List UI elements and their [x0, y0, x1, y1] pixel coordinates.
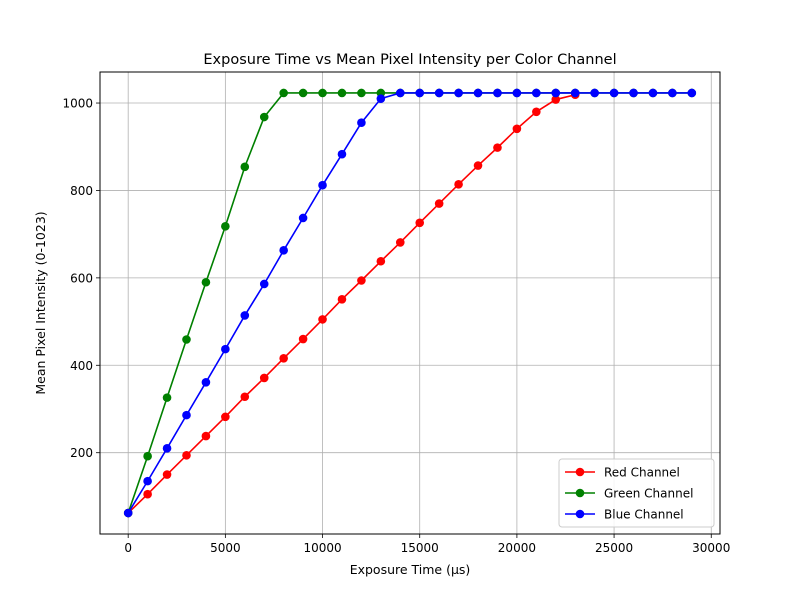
red-channel-point	[357, 276, 366, 285]
blue-channel-point	[318, 180, 327, 190]
blue-channel-point	[512, 88, 522, 98]
red-channel-point	[376, 256, 386, 266]
blue-channel-point	[123, 508, 133, 518]
red-channel-point	[143, 489, 152, 499]
blue-channel-point	[590, 88, 599, 98]
green-channel-point	[221, 221, 230, 231]
y-tick-label: 200	[70, 446, 93, 460]
blue-channel-point	[143, 476, 152, 486]
green-channel-point	[143, 451, 152, 461]
chart-title: Exposure Time vs Mean Pixel Intensity pe…	[203, 52, 616, 68]
blue-channel-point	[376, 94, 386, 103]
blue-channel-point	[337, 149, 347, 159]
x-axis-label: Exposure Time (µs)	[350, 562, 471, 577]
blue-channel-point	[609, 88, 619, 98]
plot-frame	[99, 71, 721, 535]
x-tick-label: 0	[124, 541, 132, 555]
blue-channel-point	[532, 88, 541, 98]
red-channel-point	[473, 161, 483, 170]
green-channel-point	[279, 88, 288, 98]
y-tick-label: 400	[70, 359, 93, 373]
green-channel-point	[259, 112, 269, 122]
y-axis-label: Mean Pixel Intensity (0-1023)	[33, 211, 48, 394]
grid-lines	[100, 72, 720, 534]
legend: Red Channel Green Channel Blue Channel	[558, 458, 715, 528]
red-channel-point	[337, 294, 347, 304]
blue-channel-point	[493, 88, 502, 98]
legend-label: Blue Channel	[604, 508, 684, 522]
red-channel-point	[395, 238, 405, 247]
blue-channel-point	[162, 444, 172, 453]
red-channel-point	[221, 412, 230, 422]
blue-channel-point	[298, 213, 308, 223]
blue-channel-point	[434, 88, 444, 98]
red-channel-point	[454, 180, 463, 189]
y-tick-label: 1000	[62, 97, 93, 111]
y-tick-label: 800	[70, 184, 93, 198]
red-channel-point	[240, 392, 250, 402]
legend-label: Green Channel	[604, 487, 693, 501]
green-channel-point	[240, 162, 250, 172]
x-tick-label: 20000	[498, 541, 536, 555]
blue-channel-point	[182, 410, 191, 420]
red-channel-point	[279, 353, 288, 363]
blue-channel-point	[570, 88, 580, 98]
green-channel-point	[357, 88, 366, 98]
legend-marker	[575, 509, 585, 519]
green-channel-point	[318, 88, 327, 98]
blue-channel-point	[648, 88, 658, 98]
green-channel-point	[162, 393, 172, 402]
x-tick-label: 25000	[595, 541, 633, 555]
blue-channel-point	[395, 88, 405, 98]
red-channel-point	[493, 143, 502, 152]
y-tick-label: 600	[70, 271, 93, 285]
y-axis: 200 400 600 800 1000	[62, 97, 100, 460]
blue-channel-point	[551, 88, 561, 98]
legend-box	[558, 458, 715, 528]
red-channel-point	[201, 431, 211, 441]
blue-channel-point	[201, 378, 211, 387]
blue-channel-point	[687, 88, 697, 98]
plot-series	[123, 88, 697, 518]
red-channel-line	[127, 93, 576, 514]
red-channel-point	[532, 107, 541, 117]
x-tick-label: 15000	[401, 541, 439, 555]
x-tick-label: 30000	[692, 541, 730, 555]
x-tick-label: 5000	[210, 541, 241, 555]
legend-entry-red-channel: Red Channel	[565, 466, 680, 480]
blue-channel-point	[240, 311, 250, 320]
x-axis: 0 5000 10000 15000 20000 25000 30000	[124, 534, 730, 555]
blue-channel-point	[415, 88, 425, 98]
blue-channel-point	[629, 88, 638, 98]
red-channel-point	[162, 470, 172, 479]
green-channel-point	[182, 335, 191, 344]
red-channel-point	[415, 218, 425, 228]
legend-entry-blue-channel: Blue Channel	[565, 508, 684, 522]
red-channel-point	[434, 199, 444, 208]
red-channel-point	[182, 451, 191, 460]
green-channel-point	[298, 88, 308, 98]
red-channel-point	[259, 373, 269, 383]
blue-channel-point	[454, 88, 463, 98]
red-channel-point	[551, 95, 561, 104]
x-tick-label: 10000	[303, 541, 341, 555]
blue-channel-point	[357, 118, 366, 128]
green-channel-point	[337, 88, 347, 98]
legend-entry-green-channel: Green Channel	[565, 487, 693, 501]
red-channel-point	[298, 334, 308, 344]
legend-label: Red Channel	[604, 466, 680, 480]
blue-channel-point	[259, 279, 269, 289]
red-channel-point	[318, 315, 327, 324]
legend-marker	[575, 467, 585, 477]
blue-channel-series	[123, 88, 697, 518]
legend-marker	[575, 488, 585, 498]
blue-channel-point	[221, 344, 230, 354]
blue-channel-point	[668, 88, 677, 98]
blue-channel-point	[473, 88, 483, 98]
red-channel-point	[512, 124, 522, 134]
blue-channel-point	[279, 246, 288, 255]
green-channel-point	[201, 277, 211, 287]
